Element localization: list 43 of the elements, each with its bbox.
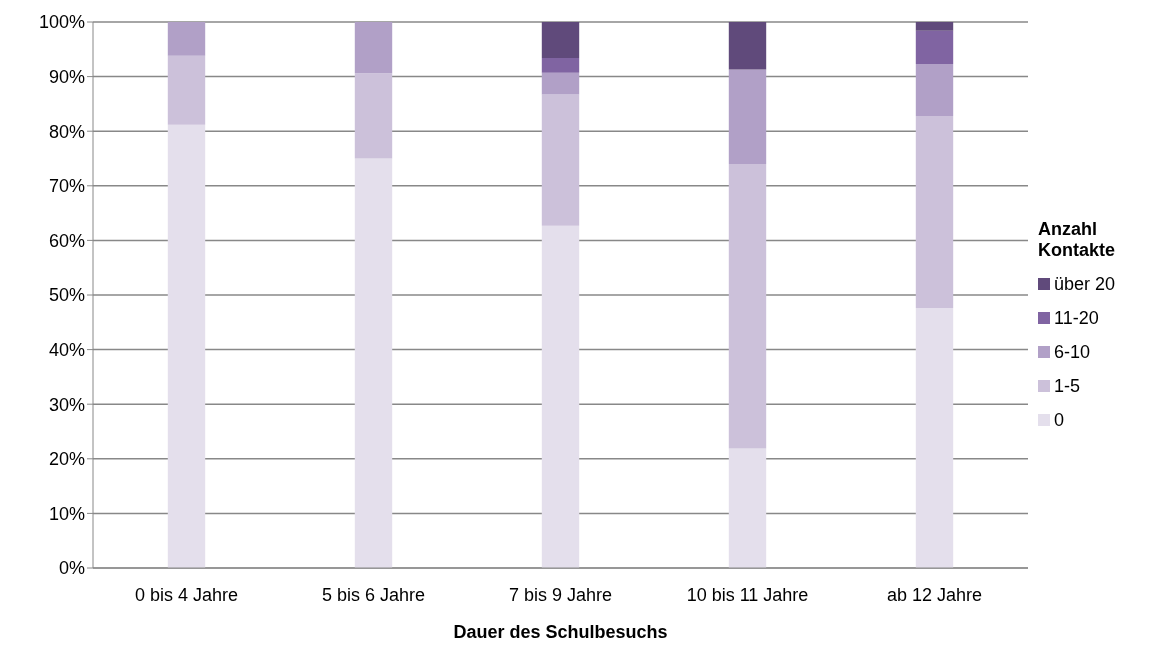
x-tick-label: 7 bis 9 Jahre <box>508 584 613 605</box>
bar <box>541 58 580 73</box>
bar <box>915 64 954 116</box>
y-tick-label: 30% <box>48 394 85 415</box>
bar <box>541 72 580 95</box>
bar <box>915 115 954 309</box>
x-tick-label: ab 12 Jahre <box>886 584 983 605</box>
y-tick-label: 10% <box>48 503 85 524</box>
bar <box>728 22 767 70</box>
y-tick-label: 40% <box>48 339 85 360</box>
x-tick-label: 5 bis 6 Jahre <box>321 584 426 605</box>
y-tick-label: 50% <box>48 285 85 306</box>
legend-title: Anzahl Kontakte <box>1038 219 1116 261</box>
y-tick-label: 90% <box>48 66 85 87</box>
y-tick-label: 60% <box>48 230 85 251</box>
x-tick-label: 0 bis 4 Jahre <box>134 584 239 605</box>
y-tick-label: 0% <box>58 558 85 579</box>
bar <box>167 55 206 125</box>
legend-label: 0 <box>1054 409 1065 431</box>
bar <box>915 308 954 568</box>
bar <box>728 69 767 164</box>
bar <box>167 124 206 568</box>
x-axis-title: Dauer des Schulbesuchs <box>453 622 668 642</box>
bar <box>354 73 393 159</box>
y-tick-label: 70% <box>48 176 85 197</box>
bar <box>728 163 767 449</box>
legend-label: 6-10 <box>1054 341 1091 363</box>
bar <box>541 22 580 59</box>
y-tick-label: 100% <box>38 12 85 33</box>
legend-label: 1-5 <box>1054 375 1081 397</box>
y-tick-label: 20% <box>48 449 85 470</box>
bar <box>354 158 393 568</box>
bar <box>915 30 954 65</box>
bar <box>915 22 954 31</box>
legend-label: über 20 <box>1054 273 1116 295</box>
bar <box>167 22 206 56</box>
bar <box>728 448 767 568</box>
bar <box>541 94 580 226</box>
y-tick-label: 80% <box>48 121 85 142</box>
legend-label: 11-20 <box>1054 307 1099 329</box>
bar <box>541 225 580 568</box>
x-tick-label: 10 bis 11 Jahre <box>686 584 809 605</box>
bar <box>354 22 393 74</box>
